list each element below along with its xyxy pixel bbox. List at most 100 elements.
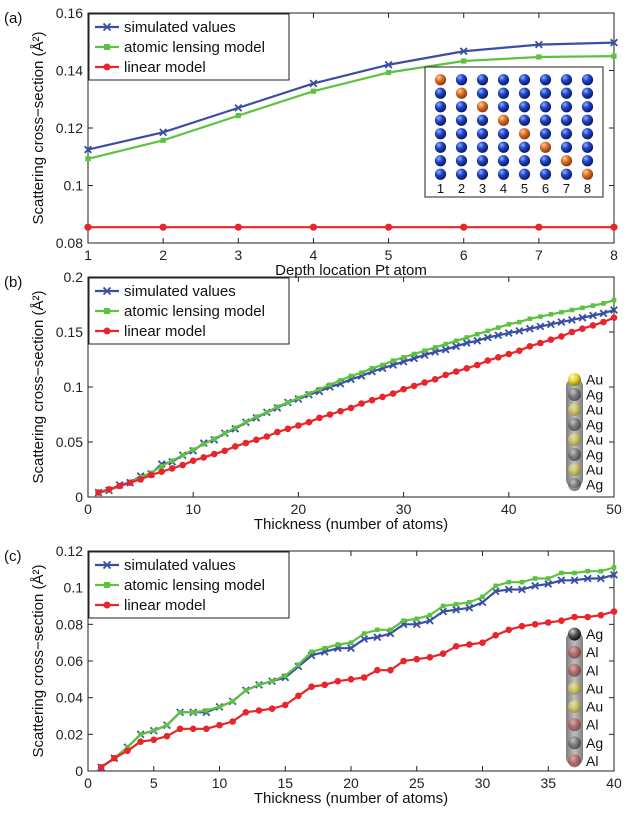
data-point bbox=[579, 325, 586, 333]
data-point bbox=[138, 732, 143, 737]
data-point bbox=[473, 361, 481, 369]
atom bbox=[434, 128, 447, 140]
data-point bbox=[505, 626, 513, 634]
y-tick-label: 0.16 bbox=[56, 5, 83, 21]
data-point bbox=[401, 618, 406, 623]
data-point bbox=[275, 404, 280, 410]
legend-label: simulated values bbox=[124, 557, 236, 574]
data-point bbox=[427, 612, 433, 618]
inset-column-label: 8 bbox=[584, 181, 591, 196]
data-point bbox=[411, 351, 417, 357]
atom bbox=[476, 141, 489, 153]
data-point bbox=[204, 708, 209, 713]
data-point bbox=[478, 598, 487, 607]
data-point bbox=[558, 617, 565, 624]
element-label: Au bbox=[586, 432, 603, 448]
data-point bbox=[306, 391, 312, 396]
series-group bbox=[97, 565, 618, 772]
atom bbox=[518, 141, 531, 153]
pt-atom bbox=[581, 168, 594, 180]
x-tick-label: 35 bbox=[540, 775, 556, 791]
element-label: Ag bbox=[586, 477, 603, 493]
data-point bbox=[373, 633, 382, 642]
data-point bbox=[585, 568, 590, 574]
data-point bbox=[425, 616, 434, 625]
data-point bbox=[544, 619, 552, 626]
data-point bbox=[190, 447, 196, 452]
x-tick-label: 40 bbox=[501, 501, 517, 517]
atom bbox=[539, 114, 552, 126]
data-point bbox=[337, 407, 344, 415]
legend-marker bbox=[102, 286, 112, 296]
data-point bbox=[537, 339, 544, 347]
data-point bbox=[316, 414, 323, 422]
data-point bbox=[495, 325, 501, 330]
data-point bbox=[338, 378, 343, 383]
x-tick-label: 30 bbox=[396, 501, 412, 517]
atom bbox=[518, 87, 531, 99]
data-point bbox=[160, 137, 166, 143]
legend: simulated values atomic lensing model line… bbox=[88, 551, 290, 619]
x-tick-label: 6 bbox=[460, 247, 468, 263]
data-point bbox=[467, 600, 472, 605]
data-point bbox=[580, 305, 585, 311]
data-point bbox=[611, 565, 617, 570]
data-point bbox=[150, 736, 158, 744]
data-point bbox=[559, 570, 564, 576]
element-label: Al bbox=[586, 662, 598, 678]
data-point bbox=[189, 725, 197, 733]
panel-2: 0 10 20 30 40 50 0 0.05 0.1 0.15 0.2 Thickness (num… bbox=[4, 269, 622, 533]
data-point bbox=[545, 576, 551, 581]
x-tick-label: 0 bbox=[84, 501, 92, 517]
data-point bbox=[589, 322, 597, 329]
data-point bbox=[84, 223, 92, 231]
y-tick-label: 0.06 bbox=[56, 653, 83, 669]
data-point bbox=[452, 342, 461, 351]
data-point bbox=[200, 454, 208, 461]
data-point bbox=[412, 620, 421, 629]
pt-atom bbox=[497, 114, 510, 126]
data-point bbox=[384, 60, 393, 69]
element-label: Al bbox=[586, 717, 598, 733]
data-point bbox=[518, 585, 526, 594]
data-point bbox=[414, 616, 420, 622]
data-point bbox=[243, 419, 249, 425]
column-atom-ag bbox=[568, 478, 581, 491]
data-point bbox=[253, 436, 260, 444]
y-tick-label: 0.12 bbox=[56, 543, 83, 559]
data-point bbox=[296, 662, 301, 667]
atom bbox=[476, 128, 489, 140]
data-point bbox=[242, 439, 250, 447]
data-point bbox=[439, 607, 447, 616]
legend-marker bbox=[104, 44, 110, 50]
data-point bbox=[610, 223, 618, 231]
atom bbox=[476, 168, 489, 180]
data-point bbox=[504, 329, 513, 338]
data-point bbox=[217, 704, 222, 710]
atom bbox=[497, 141, 510, 153]
data-point bbox=[264, 410, 270, 415]
atom bbox=[455, 141, 468, 153]
data-point bbox=[610, 306, 618, 314]
y-tick-label: 0.05 bbox=[56, 434, 83, 450]
data-point bbox=[557, 576, 566, 585]
data-point bbox=[310, 88, 317, 94]
atom bbox=[434, 114, 447, 126]
data-point bbox=[465, 603, 474, 612]
data-point bbox=[493, 583, 498, 589]
data-point bbox=[534, 40, 543, 49]
data-point bbox=[464, 335, 470, 340]
atom bbox=[497, 128, 510, 140]
data-point bbox=[327, 382, 333, 388]
data-point bbox=[568, 328, 576, 336]
inset-column-label: 7 bbox=[563, 181, 570, 196]
data-point bbox=[159, 223, 167, 231]
legend-label: atomic lensing model bbox=[124, 303, 265, 320]
data-point bbox=[231, 443, 239, 450]
atom bbox=[581, 114, 594, 126]
legend-label: linear model bbox=[124, 323, 206, 340]
data-point bbox=[201, 441, 207, 447]
atom bbox=[560, 101, 573, 113]
data-point bbox=[536, 322, 545, 331]
